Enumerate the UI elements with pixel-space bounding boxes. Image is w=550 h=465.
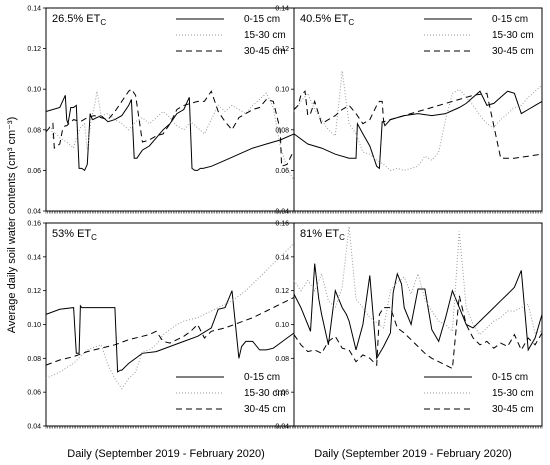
series-line-1 [45, 290, 295, 373]
legend-label: 30-45 cm [244, 46, 286, 57]
legend-label: 15-30 cm [492, 388, 534, 399]
x-axis-label-left: Daily (September 2019 - February 2020) [67, 448, 264, 460]
legend: 0-15 cm 15-30 cm 30-45 cm [176, 14, 286, 57]
legend-label: 0-15 cm [244, 14, 280, 25]
y-tick-label: 0.16 [275, 221, 289, 228]
y-tick-label: 0.10 [275, 87, 289, 94]
series-line-3 [45, 296, 295, 366]
y-tick-label: 0.14 [275, 254, 289, 261]
series-line-2 [293, 70, 543, 171]
panel-title: 53% ETC [52, 228, 97, 242]
y-axis-label: Average daily soil water contents (cm³ c… [6, 117, 18, 334]
legend-label: 30-45 cm [492, 404, 534, 415]
y-tick-label: 0.12 [275, 46, 289, 53]
panel-title: 81% ETC [300, 228, 345, 242]
y-tick-label: 0.16 [27, 221, 41, 228]
legend-label: 15-30 cm [244, 30, 286, 41]
y-tick-label: 0.12 [27, 288, 41, 295]
y-tick-label: 0.06 [27, 390, 41, 397]
panel-2: 0.04 0.06 0.08 0.10 0.12 0.14 40.5% ETC 0-15 cm… [275, 6, 543, 216]
legend: 0-15 cm 15-30 cm 30-45 cm [176, 372, 286, 415]
y-tick-label: 0.10 [27, 87, 41, 94]
y-tick-label: 0.10 [275, 322, 289, 329]
series-line-3 [45, 88, 295, 168]
series-line-1 [45, 95, 295, 172]
legend-label: 30-45 cm [244, 404, 286, 415]
legend-label: 0-15 cm [492, 372, 528, 383]
series-line-2 [45, 91, 295, 181]
y-tick-label: 0.08 [275, 356, 289, 363]
y-tick-label: 0.14 [275, 6, 289, 13]
y-tick-label: 0.04 [27, 424, 41, 431]
y-tick-label: 0.04 [27, 209, 41, 216]
panel-3: 0.04 0.06 0.08 0.10 0.12 0.14 0.16 53% ETC 0-15 … [27, 221, 295, 431]
legend-label: 0-15 cm [492, 14, 528, 25]
legend-label: 15-30 cm [492, 30, 534, 41]
series-line-1 [293, 90, 543, 170]
y-tick-label: 0.14 [27, 254, 41, 261]
legend-label: 15-30 cm [244, 388, 286, 399]
series-line-3 [293, 295, 543, 370]
legend-label: 0-15 cm [244, 372, 280, 383]
legend: 0-15 cm 15-30 cm 30-45 cm [424, 14, 534, 57]
panel-title: 40.5% ETC [300, 13, 354, 27]
y-tick-label: 0.08 [275, 127, 289, 134]
series-line-3 [293, 90, 543, 159]
y-tick-label: 0.04 [275, 424, 289, 431]
y-tick-label: 0.08 [27, 356, 41, 363]
y-tick-label: 0.12 [27, 46, 41, 53]
series-line-2 [293, 226, 543, 336]
y-tick-label: 0.14 [27, 6, 41, 13]
panel-1: 0.04 0.06 0.08 0.10 0.12 0.14 26.5% ETC 0-15 cm… [27, 6, 295, 216]
panel-title: 26.5% ETC [52, 13, 106, 27]
panel-4: 0.04 0.06 0.08 0.10 0.12 0.14 0.16 81% ETC 0-15 … [275, 221, 543, 431]
y-tick-label: 0.12 [275, 288, 289, 295]
y-tick-label: 0.06 [27, 168, 41, 175]
legend: 0-15 cm 15-30 cm 30-45 cm [424, 372, 534, 415]
series-line-2 [45, 242, 295, 390]
series-line-1 [293, 263, 543, 360]
y-tick-label: 0.08 [27, 127, 41, 134]
y-tick-label: 0.04 [275, 209, 289, 216]
y-tick-label: 0.06 [275, 168, 289, 175]
x-axis-label-right: Daily (September 2019 - February 2020) [314, 448, 511, 460]
y-tick-label: 0.06 [275, 390, 289, 397]
y-tick-label: 0.10 [27, 322, 41, 329]
legend-label: 30-45 cm [492, 46, 534, 57]
